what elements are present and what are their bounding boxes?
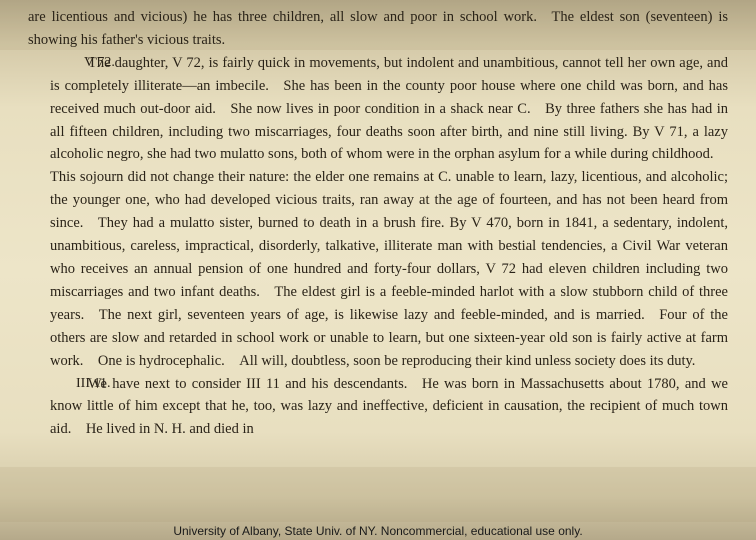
margin-label-iii11: III 11. [38, 373, 110, 395]
margin-label-v72: V 72. [46, 52, 115, 74]
paragraph-v72-text: The daughter, V 72, is fairly quick in m… [50, 55, 728, 369]
paragraph-intro: are licentious and vicious) he has three… [28, 6, 728, 52]
paragraph-intro-text: are licentious and vicious) he has three… [28, 9, 728, 48]
paragraph-v72: V 72. The daughter, V 72, is fairly quic… [50, 52, 728, 373]
bottom-shadow-band [0, 467, 756, 522]
paragraph-iii11: III 11. We have next to consider III 11 … [50, 373, 728, 442]
paragraph-iii11-text: We have next to consider III 11 and his … [50, 376, 728, 438]
footer-attribution: University of Albany, State Univ. of NY.… [0, 524, 756, 538]
document-page: are licentious and vicious) he has three… [0, 0, 756, 441]
